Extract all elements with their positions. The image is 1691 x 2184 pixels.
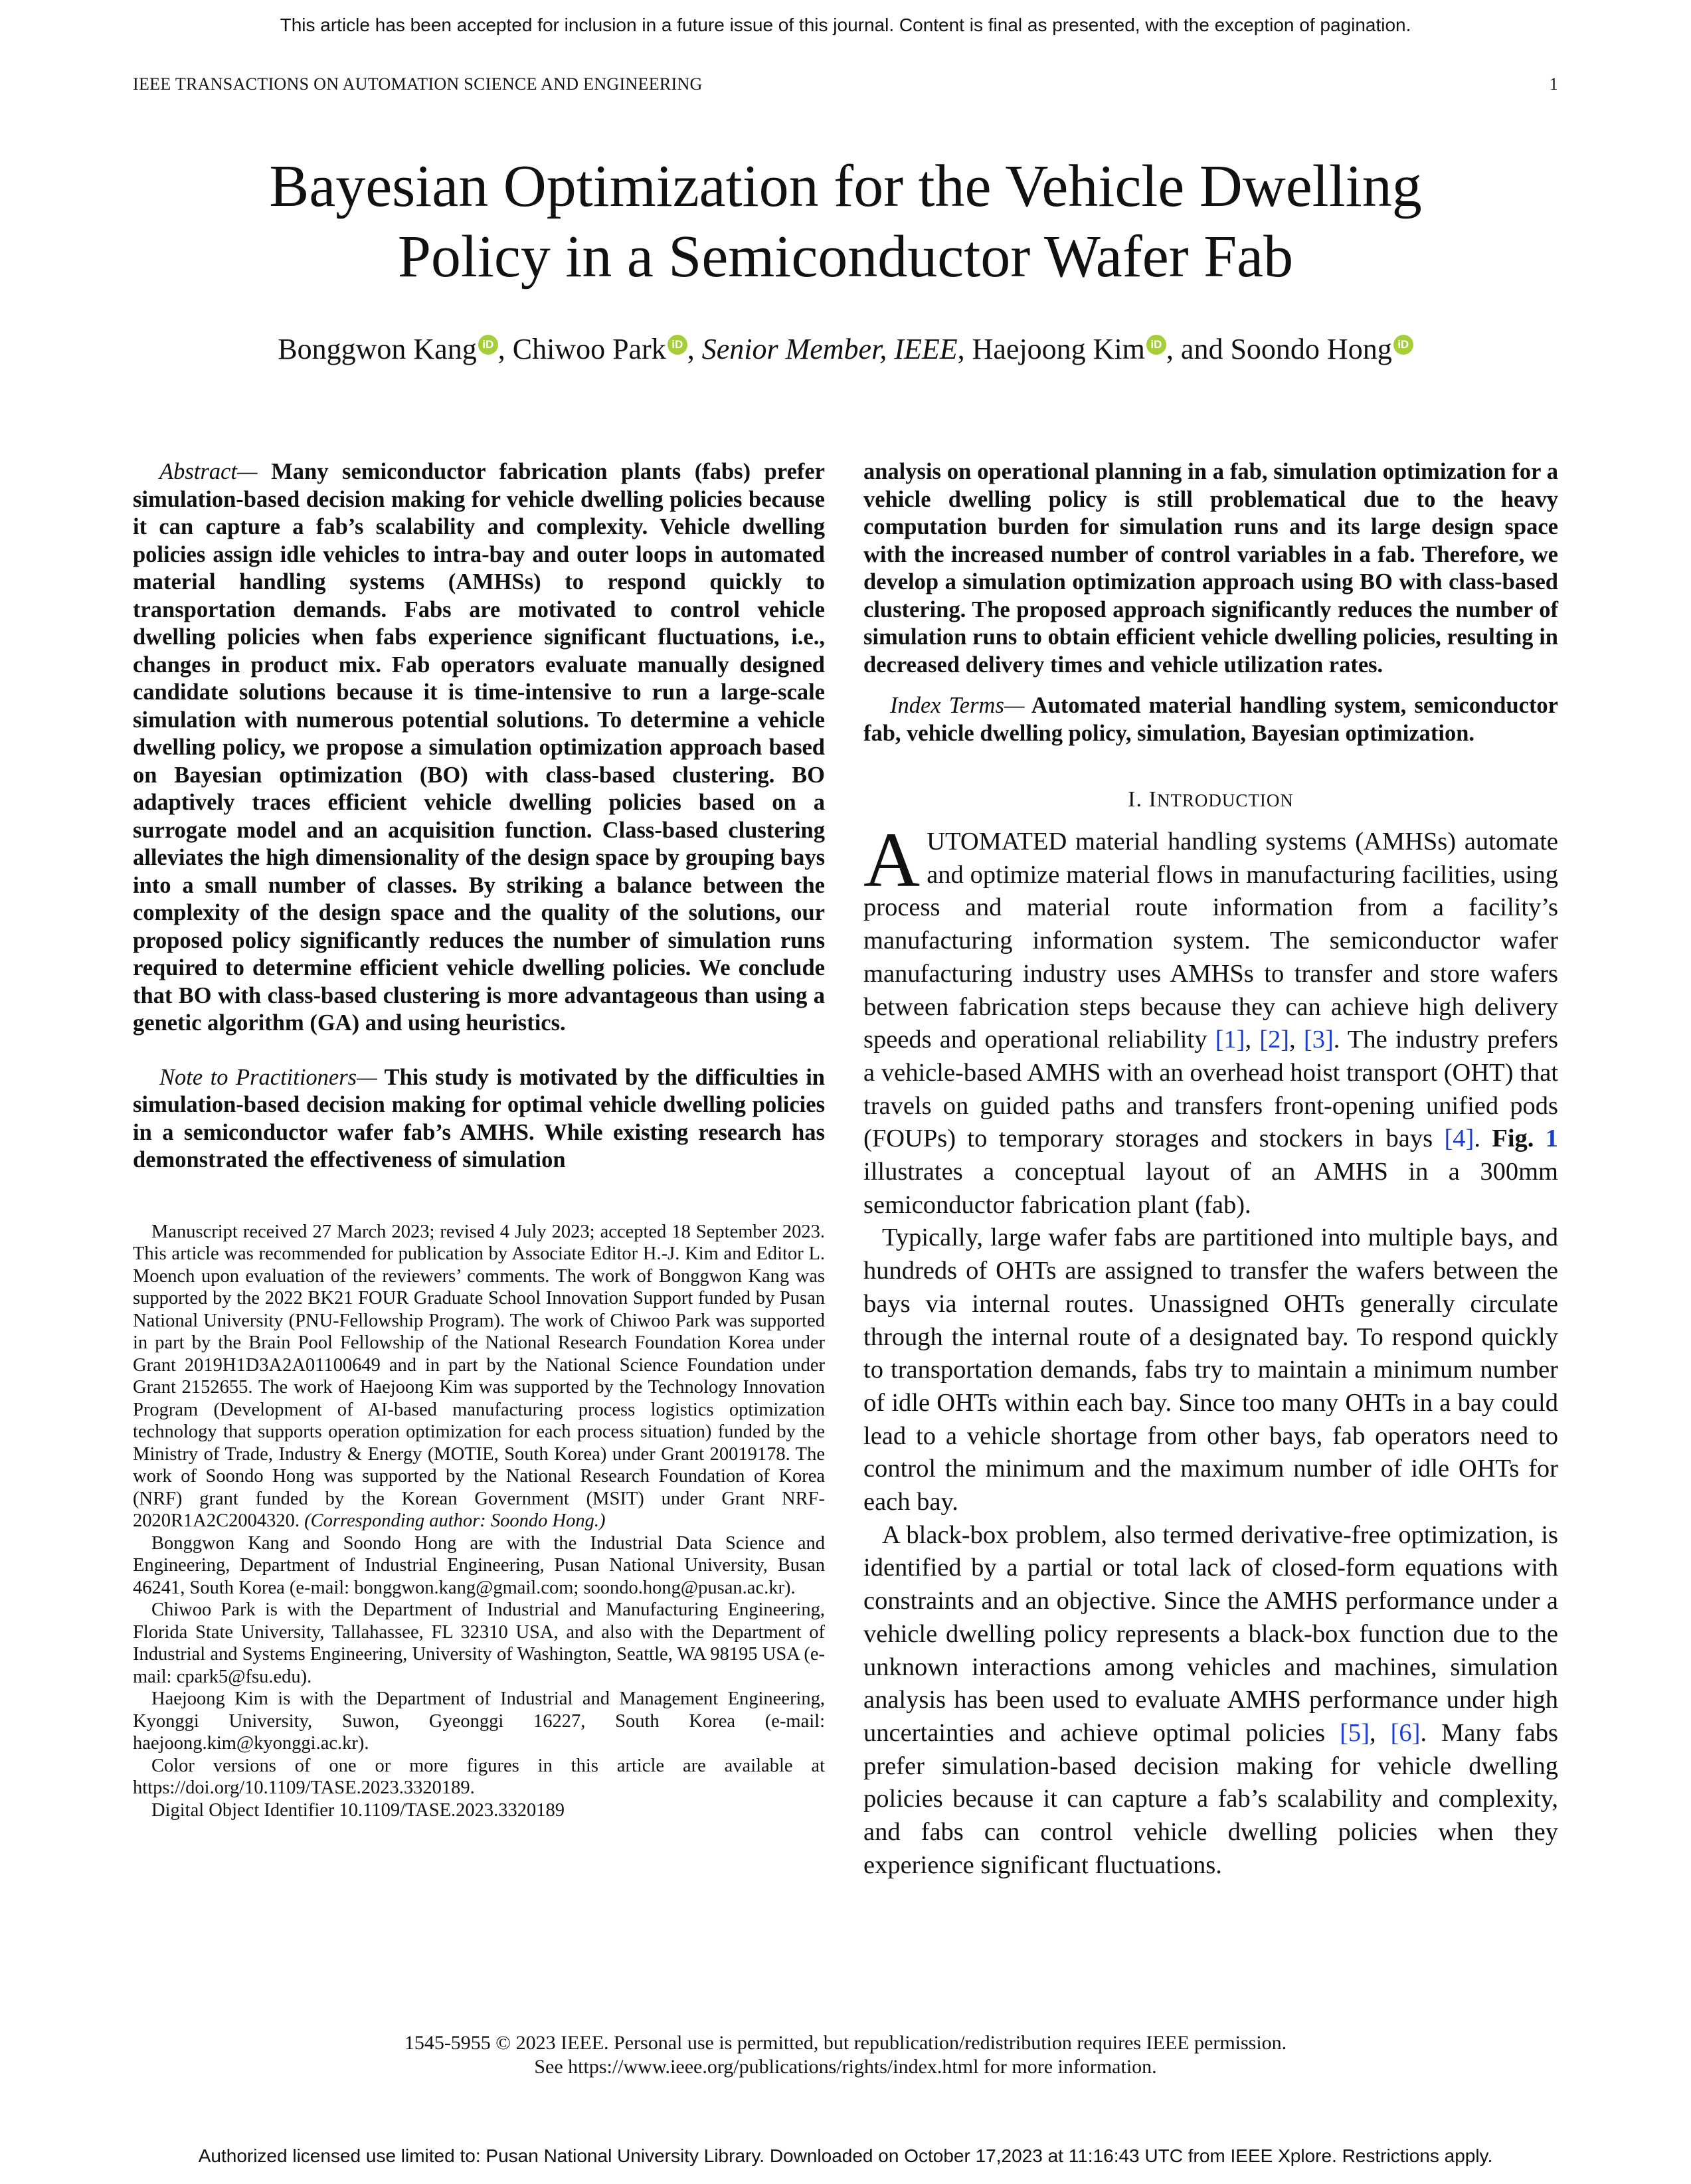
author-name: Bonggwon Kang bbox=[278, 333, 477, 365]
journal-name: IEEE TRANSACTIONS ON AUTOMATION SCIENCE … bbox=[133, 74, 703, 94]
right-column: analysis on operational planning in a fa… bbox=[863, 458, 1558, 1882]
title-line-1: Bayesian Optimization for the Vehicle Dw… bbox=[269, 153, 1422, 219]
author-membership: Senior Member, IEEE bbox=[701, 333, 958, 365]
footnote-affiliation: Haejoong Kim is with the Department of I… bbox=[133, 1688, 825, 1754]
intro-paragraph: A UTOMATED material handling systems (AMH… bbox=[863, 816, 1559, 1219]
author-separator: , bbox=[687, 333, 702, 365]
citation-link[interactable]: [2] bbox=[1259, 1026, 1290, 1054]
abstract-lead: Abstract— bbox=[159, 459, 258, 484]
corresponding-author: (Corresponding author: Soondo Hong.) bbox=[304, 1510, 606, 1531]
footnote-color-versions: Color versions of one or more figures in… bbox=[133, 1755, 825, 1799]
author-separator: , bbox=[497, 333, 513, 365]
figure-reference[interactable]: Fig. 1 bbox=[1492, 1125, 1559, 1153]
author-name: Soondo Hong bbox=[1230, 333, 1392, 365]
publication-notice: This article has been accepted for inclu… bbox=[280, 15, 1411, 35]
orcid-icon[interactable]: iD bbox=[1146, 335, 1166, 355]
copyright-line-2: See https://www.ieee.org/publications/ri… bbox=[534, 2056, 1157, 2078]
license-notice: Authorized licensed use limited to: Pusa… bbox=[198, 2145, 1493, 2166]
paper-title: Bayesian Optimization for the Vehicle Dw… bbox=[133, 151, 1558, 292]
citation-link[interactable]: [5] bbox=[1340, 1718, 1370, 1747]
citation-link[interactable]: [4] bbox=[1444, 1125, 1474, 1153]
index-terms: Index Terms— Automated material handling… bbox=[863, 692, 1558, 747]
drop-cap: A bbox=[863, 816, 921, 903]
note-continued: analysis on operational planning in a fa… bbox=[863, 459, 1558, 678]
abstract: Abstract— Many semiconductor fabrication… bbox=[133, 458, 825, 1038]
footnotes: Manuscript received 27 March 2023; revis… bbox=[133, 1221, 825, 1822]
footnote-manuscript: Manuscript received 27 March 2023; revis… bbox=[133, 1221, 825, 1532]
intro-paragraph: A black-box problem, also termed derivat… bbox=[863, 1520, 1559, 1879]
citation-link[interactable]: [3] bbox=[1303, 1026, 1334, 1054]
footnote-doi: Digital Object Identifier 10.1109/TASE.2… bbox=[151, 1799, 565, 1821]
copyright-notice: 1545-5955 © 2023 IEEE. Personal use is p… bbox=[133, 2031, 1558, 2079]
title-line-2: Policy in a Semiconductor Wafer Fab bbox=[397, 224, 1294, 290]
orcid-icon[interactable]: iD bbox=[478, 335, 498, 355]
footnote-affiliation: Chiwoo Park is with the Department of In… bbox=[133, 1599, 825, 1687]
index-terms-lead: Index Terms— bbox=[890, 693, 1025, 718]
abstract-text: Many semiconductor fabrication plants (f… bbox=[133, 459, 825, 1036]
author-list: Bonggwon Kang iD, Chiwoo Park iD, Senior M… bbox=[133, 332, 1558, 366]
citation-link[interactable]: [1] bbox=[1215, 1026, 1245, 1054]
copyright-line-1: 1545-5955 © 2023 IEEE. Personal use is p… bbox=[404, 2032, 1287, 2054]
author-name: Haejoong Kim bbox=[972, 333, 1145, 365]
section-heading-introduction: I. INTRODUCTION bbox=[1128, 787, 1294, 812]
citation-link[interactable]: [6] bbox=[1390, 1718, 1421, 1747]
author-name: Chiwoo Park bbox=[512, 333, 666, 365]
author-separator: , and bbox=[1166, 333, 1231, 365]
note-lead: Note to Practitioners— bbox=[159, 1064, 377, 1090]
index-terms-text: Automated material handling system, semi… bbox=[863, 693, 1558, 746]
orcid-icon[interactable]: iD bbox=[1393, 335, 1413, 355]
intro-paragraph: Typically, large wafer fabs are partitio… bbox=[863, 1224, 1558, 1516]
page-number: 1 bbox=[1549, 74, 1558, 94]
footnote-affiliation: Bonggwon Kang and Soondo Hong are with t… bbox=[133, 1532, 825, 1598]
note-to-practitioners: Note to Practitioners— This study is mot… bbox=[133, 1064, 825, 1174]
running-head: IEEE TRANSACTIONS ON AUTOMATION SCIENCE … bbox=[133, 74, 1558, 94]
note-text: This study is motivated by the difficult… bbox=[133, 1064, 825, 1173]
author-separator: , bbox=[957, 333, 972, 365]
left-column: Abstract— Many semiconductor fabrication… bbox=[133, 458, 825, 1821]
orcid-icon[interactable]: iD bbox=[667, 335, 687, 355]
